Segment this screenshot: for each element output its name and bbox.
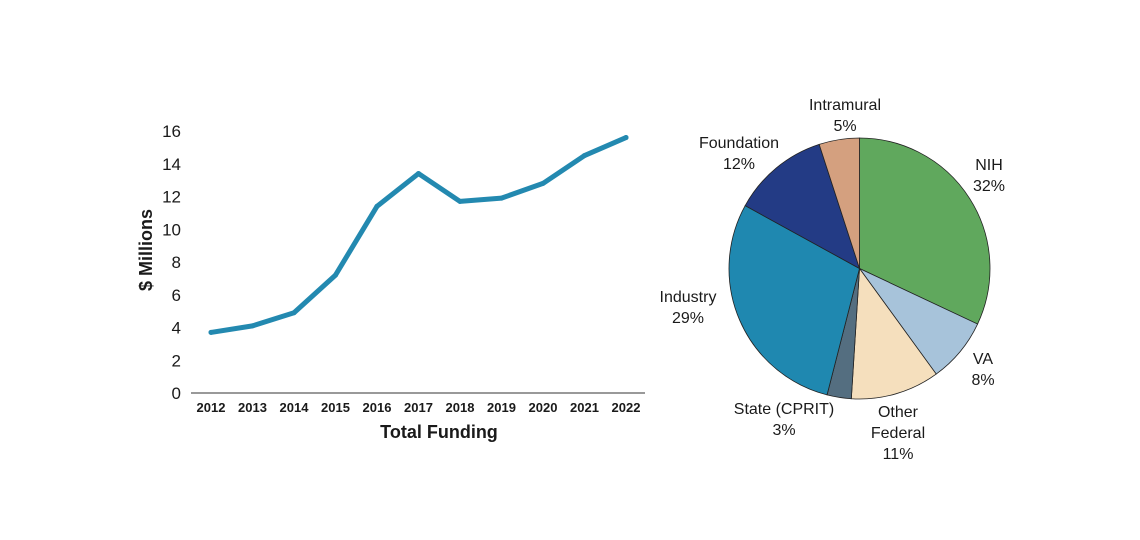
- pie-slice-percent: 32%: [973, 178, 1005, 195]
- pie-chart: NIH 32% VA 8% Other Federal 11% State (CPRIT) 3%…: [660, 97, 1005, 463]
- line-series-total-funding: [208, 135, 629, 335]
- line-point: [457, 198, 463, 204]
- pie-slice-name: State (CPRIT): [734, 401, 834, 418]
- pie-slice-percent: 29%: [672, 310, 704, 327]
- line-point: [582, 153, 587, 159]
- y-tick-label: 10: [162, 220, 181, 239]
- pie-slice-percent: 8%: [971, 372, 994, 389]
- pie-slice-name: Federal: [871, 425, 925, 442]
- x-tick-label: 2019: [487, 400, 516, 415]
- x-tick-labels: 2012 2013 2014 2015 2016 2017 2018 2019 2020 2021…: [197, 400, 641, 415]
- x-tick-label: 2012: [197, 400, 226, 415]
- y-tick-label: 4: [172, 319, 181, 338]
- x-axis-title: Total Funding: [380, 422, 498, 442]
- pie-slice-foundation: [744, 143, 861, 270]
- x-tick-label: 2016: [363, 400, 392, 415]
- y-tick-label: 2: [172, 351, 181, 370]
- line-point: [623, 135, 629, 141]
- y-tick-label: 16: [162, 122, 181, 141]
- x-tick-label: 2020: [529, 400, 558, 415]
- line-point: [416, 171, 421, 177]
- pie-labels: NIH 32% VA 8% Other Federal 11% State (CPRIT) 3%…: [660, 97, 1005, 463]
- line-point: [540, 180, 546, 186]
- line-point: [374, 203, 380, 209]
- x-tick-label: 2021: [570, 400, 599, 415]
- x-tick-label: 2022: [612, 400, 641, 415]
- line-point: [333, 272, 338, 278]
- y-axis-title: $ Millions: [136, 209, 156, 291]
- pie-slice-name: Intramural: [809, 97, 881, 114]
- pie-slice-name: Industry: [660, 289, 717, 306]
- pie-slices: [728, 137, 991, 400]
- y-tick-labels: 0 2 4 6 8 10 12 14 16: [162, 122, 181, 403]
- pie-slice-intramural: [818, 137, 860, 269]
- pie-slice-nih: [859, 137, 991, 325]
- x-tick-label: 2017: [404, 400, 433, 415]
- line-points: [208, 135, 629, 335]
- x-tick-label: 2018: [446, 400, 475, 415]
- line-point: [250, 323, 255, 329]
- y-tick-label: 6: [172, 286, 181, 305]
- line-point: [499, 195, 504, 201]
- line-point: [208, 329, 214, 335]
- x-tick-label: 2013: [238, 400, 267, 415]
- pie-slice-industry: [728, 205, 860, 396]
- y-tick-label: 0: [172, 384, 181, 403]
- pie-slice-other-federal: [850, 267, 937, 400]
- pie-slice-percent: 11%: [883, 446, 914, 463]
- pie-slice-percent: 5%: [833, 118, 856, 135]
- pie-slice-name: Foundation: [699, 135, 779, 152]
- y-tick-label: 8: [172, 253, 181, 272]
- pie-slice-percent: 3%: [772, 422, 795, 439]
- y-tick-label: 12: [162, 188, 181, 207]
- pie-slice-name: Other: [878, 404, 919, 421]
- pie-slice-name: NIH: [975, 157, 1003, 174]
- y-tick-label: 14: [162, 155, 181, 174]
- line-point: [291, 310, 297, 316]
- pie-slice-name: VA: [973, 351, 993, 368]
- pie-slice-percent: 12%: [723, 156, 755, 173]
- x-tick-label: 2015: [321, 400, 350, 415]
- x-tick-label: 2014: [280, 400, 310, 415]
